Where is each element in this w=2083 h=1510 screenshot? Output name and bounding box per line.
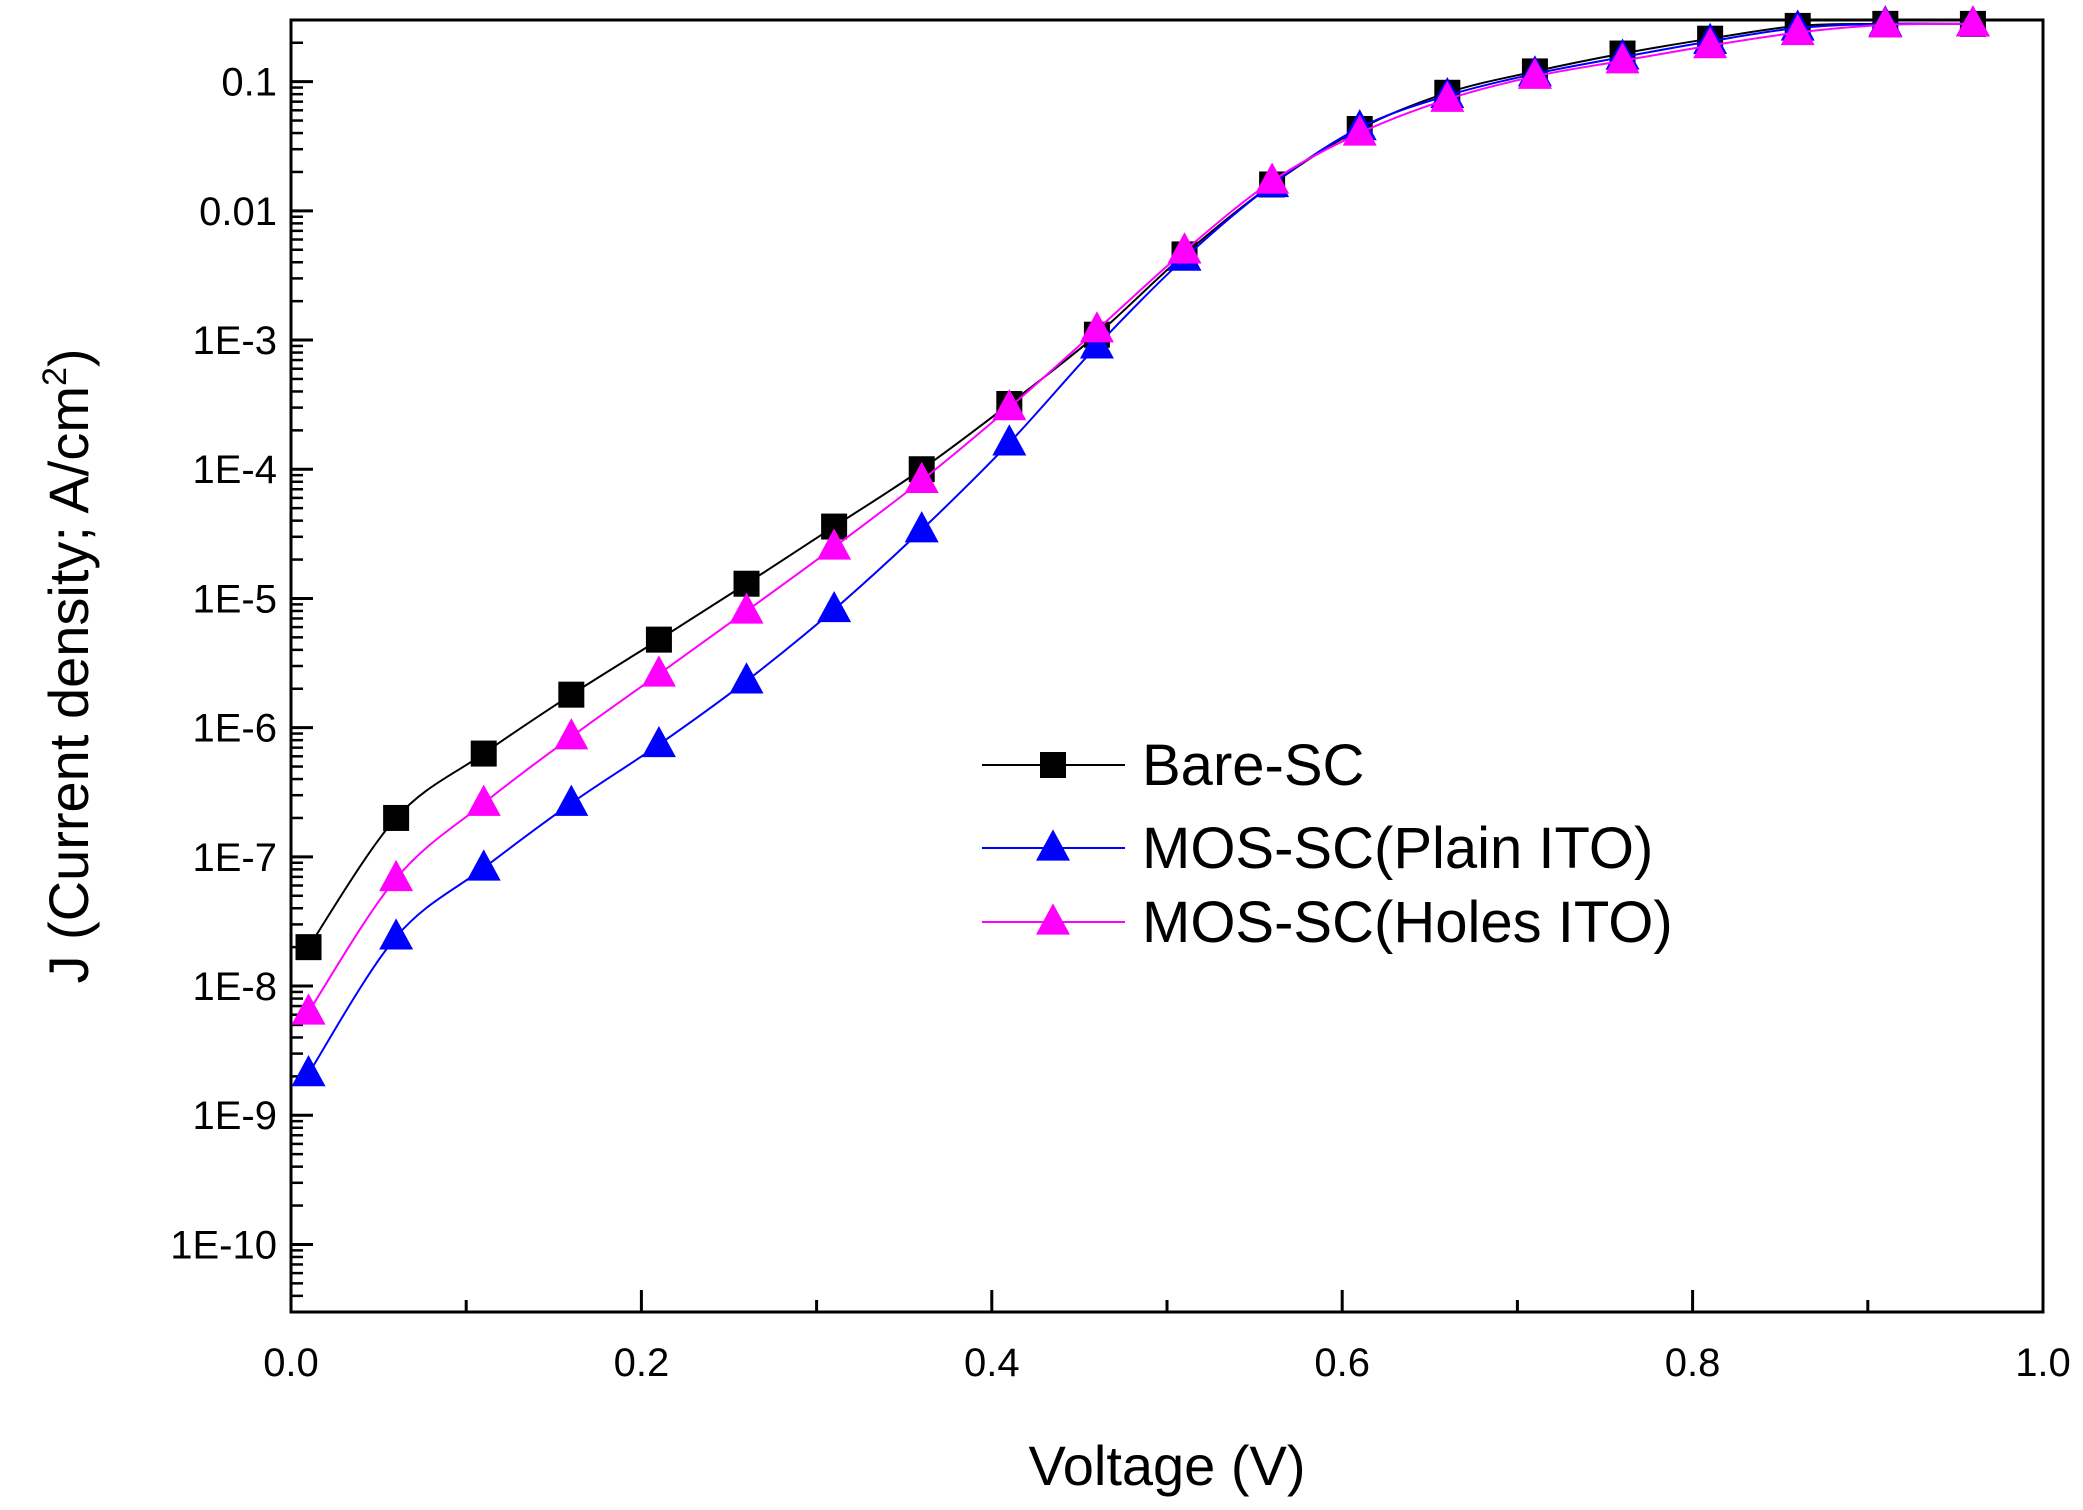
data-point — [466, 849, 501, 881]
legend: Bare-SC MOS-SC(Plain ITO) MOS-SC(Holes ITO… — [982, 733, 1673, 955]
data-point — [729, 592, 764, 624]
data-point — [1342, 114, 1377, 146]
y-tick-label: 0.01 — [199, 190, 277, 234]
data-point — [992, 424, 1027, 456]
y-axis-title-text: J (Current density; A/cm — [37, 386, 100, 984]
y-tick-label: 1E-6 — [193, 707, 278, 751]
series-1 — [295, 10, 1986, 961]
data-point — [1780, 13, 1815, 46]
legend-marker — [1036, 903, 1070, 935]
data-point — [295, 934, 322, 961]
legend-marker — [1036, 829, 1070, 861]
legend-label: Bare-SC — [1142, 733, 1364, 798]
data-point — [992, 389, 1027, 421]
plot-frame — [289, 18, 2045, 1314]
data-point — [729, 662, 764, 694]
y-tick-label: 1E-10 — [170, 1223, 277, 1267]
data-point — [1255, 162, 1290, 194]
data-point — [645, 626, 672, 653]
y-axis-title: J (Current density; A/cm2) — [36, 348, 100, 983]
series-line — [307, 22, 1973, 1075]
legend-marker — [1040, 752, 1066, 778]
x-axis: 0.0 0.2 0.4 0.6 0.8 1.0 — [263, 1290, 2071, 1385]
series-2 — [291, 5, 1990, 1087]
data-point — [1517, 57, 1552, 89]
y-tick-label: 1E-4 — [193, 448, 278, 492]
data-point — [383, 804, 410, 831]
y-tick-label: 1E-3 — [193, 319, 278, 363]
y-axis: 1E-10 1E-9 1E-8 1E-7 1E-6 1E-5 1E-4 1E-3 0.01 0.1 — [170, 41, 313, 1314]
y-tick-label: 1E-7 — [193, 836, 278, 880]
x-tick-label: 0.8 — [1665, 1341, 1721, 1385]
data-point — [1079, 311, 1114, 343]
data-point — [466, 784, 501, 816]
series-line — [307, 22, 1973, 948]
y-tick-label: 1E-5 — [193, 577, 278, 621]
data-point — [379, 918, 414, 950]
data-point — [1430, 80, 1465, 112]
data-point — [1868, 6, 1903, 38]
legend-label: MOS-SC(Plain ITO) — [1142, 816, 1653, 881]
data-point — [641, 725, 676, 758]
data-point — [817, 528, 852, 560]
y-tick-label: 1E-8 — [193, 965, 278, 1009]
series-layer — [291, 5, 1990, 1087]
data-point — [558, 681, 585, 708]
x-axis-title: Voltage (V) — [1028, 1434, 1305, 1497]
y-axis-title-close: ) — [37, 348, 100, 367]
y-tick-label: 1E-9 — [193, 1094, 278, 1138]
data-point — [904, 461, 939, 493]
data-point — [1955, 5, 1990, 37]
x-tick-label: 0.6 — [1314, 1341, 1370, 1385]
data-point — [379, 859, 414, 892]
data-point — [291, 1055, 326, 1087]
x-tick-label: 1.0 — [2015, 1341, 2071, 1385]
data-point — [1693, 27, 1728, 59]
data-point — [291, 993, 326, 1025]
data-point — [554, 718, 589, 750]
series-3 — [291, 5, 1990, 1025]
data-point — [554, 784, 589, 816]
series-line — [307, 22, 1973, 1013]
data-point — [1167, 232, 1202, 264]
data-point — [817, 590, 852, 623]
x-tick-label: 0.0 — [263, 1341, 319, 1385]
data-point — [641, 655, 676, 687]
plot-area — [289, 18, 2045, 1314]
y-axis-title-superscript: 2 — [36, 367, 74, 386]
legend-label: MOS-SC(Holes ITO) — [1142, 890, 1673, 955]
data-point — [1605, 42, 1640, 74]
data-point — [470, 740, 497, 767]
x-tick-label: 0.4 — [964, 1341, 1020, 1385]
x-tick-label: 0.2 — [614, 1341, 670, 1385]
y-tick-label: 0.1 — [221, 61, 277, 105]
data-point — [1079, 327, 1114, 359]
data-point — [904, 511, 939, 543]
